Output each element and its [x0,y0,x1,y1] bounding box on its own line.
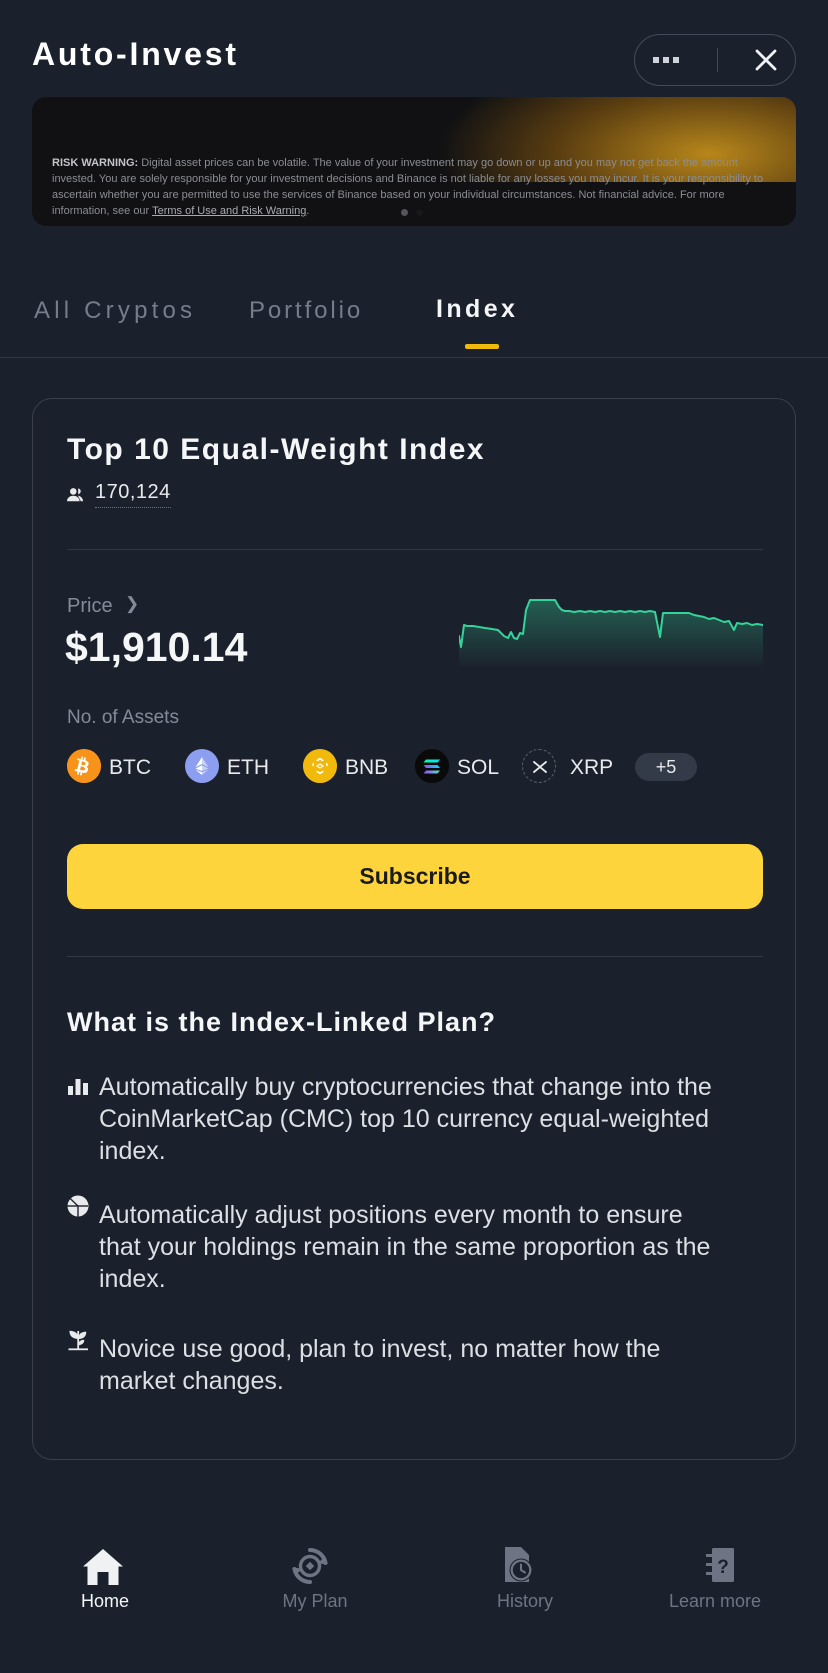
svg-text:?: ? [717,1557,729,1578]
